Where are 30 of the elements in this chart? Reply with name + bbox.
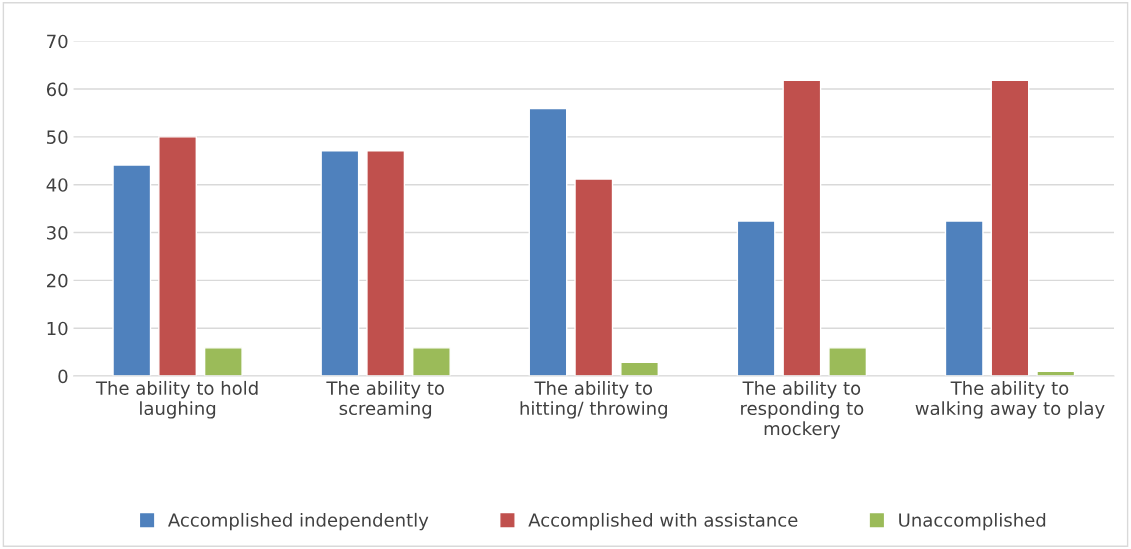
x-tick-label: The ability to walking away to play bbox=[915, 380, 1105, 419]
y-tick-label: 50 bbox=[47, 130, 68, 144]
bar bbox=[944, 220, 984, 377]
bar bbox=[203, 347, 243, 377]
y-tick-label: 70 bbox=[47, 34, 68, 49]
y-tick-label: 30 bbox=[47, 226, 68, 240]
y-tick-label: 0 bbox=[58, 369, 68, 384]
y-tick-label: 40 bbox=[46, 178, 68, 192]
bar bbox=[736, 220, 776, 377]
x-tick-label: The ability to screaming bbox=[326, 380, 444, 419]
x-tick-label: The ability to hold laughing bbox=[95, 380, 258, 419]
y-tick-label: 20 bbox=[47, 273, 68, 288]
x-tick-label: The ability to hitting/ throwing bbox=[520, 380, 667, 419]
bar bbox=[828, 347, 868, 377]
y-tick-label: 10 bbox=[47, 321, 68, 336]
y-tick-label: 60 bbox=[46, 82, 68, 97]
bar bbox=[112, 164, 152, 377]
bar bbox=[320, 150, 360, 377]
bar bbox=[574, 178, 614, 377]
bar bbox=[528, 107, 568, 377]
legend-label: Accomplished with assistance bbox=[528, 512, 798, 531]
bar bbox=[782, 79, 822, 377]
legend-label: Accomplished independently bbox=[168, 512, 429, 531]
bar bbox=[158, 136, 197, 377]
bar bbox=[412, 347, 451, 377]
x-tick-label: The ability to responding to mockery bbox=[741, 380, 864, 439]
legend-label: Unaccomplished bbox=[899, 512, 1046, 531]
bar bbox=[366, 150, 406, 377]
bar bbox=[990, 79, 1030, 377]
bar bbox=[620, 361, 659, 377]
